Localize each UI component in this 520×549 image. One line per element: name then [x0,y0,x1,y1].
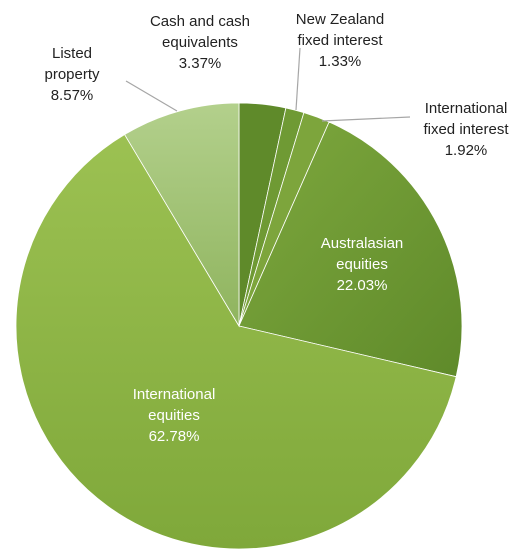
leader-lines [125,47,411,122]
label-australasian-equities: Australasian equities 22.03% [321,235,404,294]
slice-name-line: New Zealand [296,11,384,28]
slice-name-line: equities [148,407,200,424]
slice-name-line: property [44,66,100,83]
label-international-fixed-interest: International fixed interest 1.92% [423,100,509,159]
slice-name-line: fixed interest [297,32,383,49]
slice-australasian-equities [238,121,463,378]
slice-name-line: fixed interest [423,121,509,138]
label-listed-property: Listed property 8.57% [44,45,100,104]
slice-value-label: 62.78% [149,428,200,445]
slice-value-label: 22.03% [337,277,388,294]
slice-international-equities [15,134,457,549]
pie-slices [15,102,463,549]
slice-name-line: International [133,386,216,403]
label-international-equities: International equities 62.78% [133,386,216,445]
slice-name-line: equities [336,256,388,273]
slice-name-line: International [425,100,508,117]
slice-value-label: 8.57% [51,87,94,104]
slice-name-line: Australasian [321,235,404,252]
slice-value-label: 1.92% [445,142,488,159]
label-new-zealand-fixed-interest: New Zealand fixed interest 1.33% [296,11,384,70]
slice-listed-property [124,102,240,328]
slice-name-line: Cash and cash [150,13,250,30]
slice-labels: Cash and cash equivalents 3.37% New Zealand… [44,11,509,445]
leader-line-listed-property [125,80,178,112]
leader-line-international-fixed-interest [321,116,411,122]
slice-name-line: Listed [52,45,92,62]
leader-line-new-zealand-fixed-interest [295,47,301,111]
slice-value-label: 1.33% [319,53,362,70]
label-cash-and-cash-equivalents: Cash and cash equivalents 3.37% [150,13,250,72]
slice-name-line: equivalents [162,34,238,51]
slice-value-label: 3.37% [179,55,222,72]
